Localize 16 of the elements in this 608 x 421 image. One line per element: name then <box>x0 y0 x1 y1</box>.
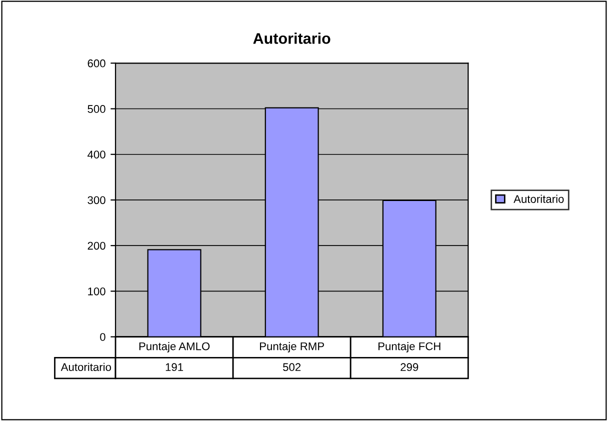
y-tick-label: 0 <box>100 333 106 341</box>
y-tick-label: 100 <box>88 287 106 296</box>
x-tick-label: Puntaje RMP <box>260 342 324 352</box>
chart-title: Autoritario <box>253 32 330 44</box>
x-tick-label: Puntaje AMLO <box>139 342 210 352</box>
y-tick-label: 300 <box>88 196 106 204</box>
y-tick-label: 600 <box>88 59 106 68</box>
data-label: 502 <box>283 363 301 372</box>
legend-label: Autoritario <box>514 194 564 203</box>
x-tick-label: Puntaje FCH <box>378 342 440 352</box>
y-tick-label: 200 <box>88 242 106 250</box>
y-tick-label: 500 <box>88 105 106 113</box>
data-label: 191 <box>166 363 184 372</box>
text: Autoritario <box>60 362 112 372</box>
y-tick-label: 400 <box>88 150 106 158</box>
data-label: 299 <box>400 363 418 372</box>
